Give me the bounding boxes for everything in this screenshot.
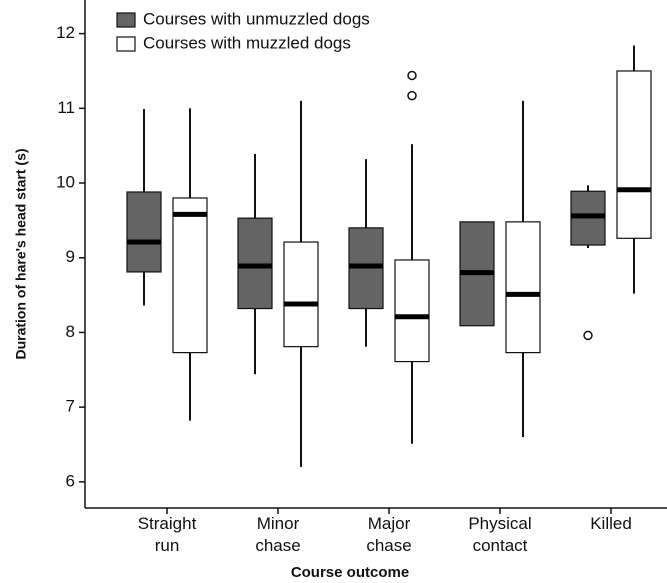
outlier (583, 330, 593, 341)
y-tick-label: 6 (66, 471, 75, 490)
legend-label: Courses with muzzled dogs (143, 33, 351, 52)
x-tick-label-line: Straight (138, 514, 197, 533)
box (505, 221, 541, 354)
x-axis-label: Course outcome (291, 564, 409, 581)
legend-label: Courses with unmuzzled dogs (143, 9, 370, 28)
x-tick-label-line: Physical (468, 514, 531, 533)
x-tick-label: Physical contact (468, 514, 531, 555)
y-tick-label: 7 (66, 397, 75, 416)
y-axis-label: Duration of hare's head start (s) (13, 148, 29, 359)
box (237, 217, 273, 310)
x-tick-label: Killed (590, 514, 632, 533)
x-tick-label-line: contact (473, 536, 528, 555)
y-tick-label: 12 (56, 23, 75, 42)
x-tick-label-line: chase (366, 536, 411, 555)
x-tick-label: Straight run (138, 514, 197, 555)
x-tick-label-line: run (155, 536, 180, 555)
x-tick-label-line: Killed (590, 514, 632, 533)
x-tick-label-line: Major (368, 514, 411, 533)
box (616, 70, 652, 239)
x-tick-label-line: Minor (257, 514, 300, 533)
y-tick-label: 11 (57, 98, 75, 117)
box (172, 197, 208, 354)
x-tick-label-line: chase (255, 536, 300, 555)
y-tick-label: 8 (66, 322, 75, 341)
outlier (407, 70, 417, 81)
legend-swatch (116, 36, 136, 52)
x-tick-label: Minor chase (255, 514, 300, 555)
box (394, 259, 430, 363)
x-tick-label: Major chase (366, 514, 411, 555)
box (283, 241, 319, 348)
outlier (407, 90, 417, 101)
y-tick-label: 9 (66, 247, 75, 266)
y-tick-label: 10 (56, 173, 75, 192)
legend-swatch (116, 12, 136, 28)
box (126, 191, 162, 273)
